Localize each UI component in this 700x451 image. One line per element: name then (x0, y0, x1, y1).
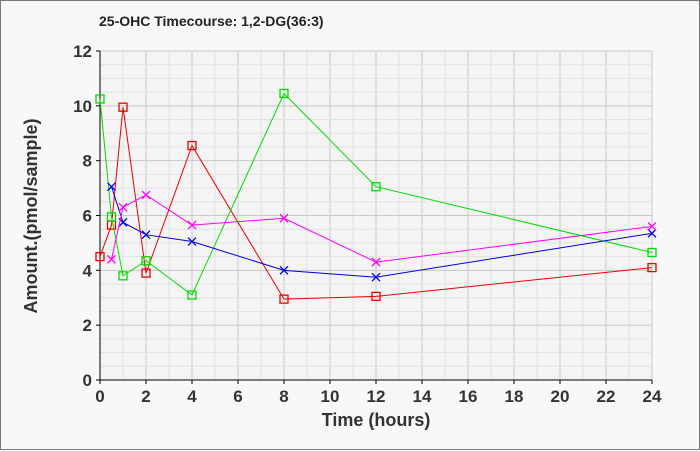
y-tick-label: 8 (83, 152, 92, 171)
data-point-magenta (279, 213, 289, 223)
data-point-green (106, 212, 117, 222)
x-tick-label: 20 (551, 387, 570, 406)
x-tick-label: 18 (505, 387, 524, 406)
data-point-red (187, 140, 197, 151)
data-point-blue (371, 272, 381, 282)
data-point-blue (279, 265, 289, 275)
data-point-magenta (371, 257, 381, 267)
y-tick-label: 10 (73, 97, 92, 116)
data-point-magenta (647, 222, 657, 231)
data-point-green (647, 247, 657, 258)
x-tick-label: 0 (95, 387, 104, 406)
y-axis-label: Amount.(pmol/sample) (21, 118, 41, 313)
data-point-blue (141, 230, 151, 240)
data-point-blue (647, 228, 657, 238)
data-point-magenta (107, 254, 116, 264)
data-point-green (141, 256, 151, 266)
data-point-green (95, 94, 105, 104)
x-tick-label: 6 (233, 387, 242, 406)
x-tick-label: 24 (643, 387, 662, 406)
data-point-green (279, 88, 289, 99)
y-tick-label: 6 (83, 207, 92, 226)
x-tick-label: 14 (413, 387, 432, 406)
y-tick-label: 4 (83, 261, 93, 280)
x-tick-label: 22 (597, 387, 616, 406)
data-point-magenta (118, 202, 128, 212)
x-tick-label: 8 (279, 387, 288, 406)
y-tick-label: 0 (83, 371, 92, 390)
y-tick-label: 2 (83, 316, 92, 335)
data-point-green (187, 290, 197, 300)
series-line-red (99, 107, 653, 300)
series-line-green (99, 92, 653, 296)
data-point-blue (107, 182, 116, 192)
data-point-green (118, 271, 128, 281)
x-tick-label: 16 (459, 387, 478, 406)
data-point-red (118, 102, 128, 112)
x-axis-label: Time (hours) (322, 410, 431, 430)
data-point-green (371, 182, 381, 192)
x-tick-label: 2 (141, 387, 150, 406)
data-point-red (95, 251, 105, 262)
y-tick-label: 12 (73, 42, 92, 61)
data-point-red (279, 294, 289, 304)
data-point-magenta (187, 220, 197, 230)
data-point-red (371, 291, 381, 302)
x-tick-label: 4 (187, 387, 197, 406)
x-tick-label: 10 (321, 387, 340, 406)
data-point-red (141, 268, 151, 278)
x-tick-label: 12 (367, 387, 386, 406)
chart-title: 25-OHC Timecourse: 1,2-DG(36:3) (99, 13, 324, 29)
data-point-magenta (141, 190, 151, 200)
data-point-red (647, 262, 657, 273)
data-point-blue (187, 237, 197, 247)
